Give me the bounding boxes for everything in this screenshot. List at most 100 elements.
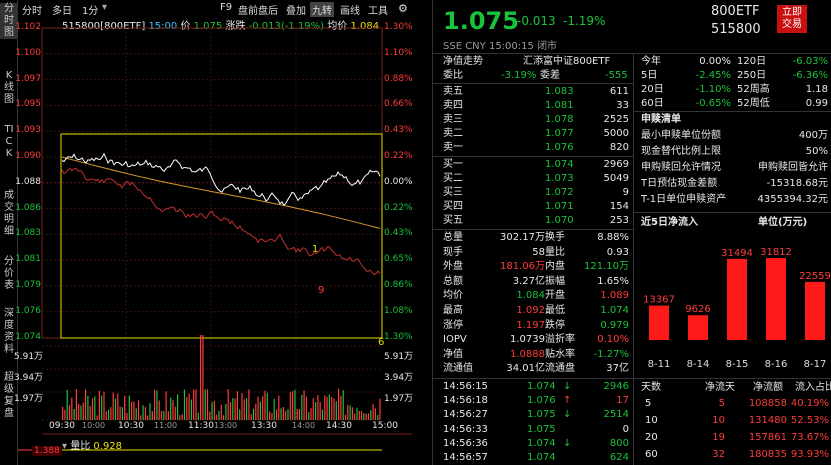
flow-ratio: 40.19% bbox=[790, 398, 829, 409]
bid-price[interactable]: 1.074 bbox=[545, 159, 574, 170]
tab-intraday[interactable]: 分时图 bbox=[0, 3, 18, 39]
stat-value: 1.0739 bbox=[510, 334, 545, 346]
nav-trend-label[interactable]: 净值走势 bbox=[443, 56, 483, 67]
volume-bar bbox=[262, 396, 264, 420]
bid-price[interactable]: 1.070 bbox=[545, 215, 574, 226]
volume-bar bbox=[85, 389, 87, 420]
price-tick-left: 1.097 bbox=[15, 73, 41, 84]
flow-ratio: 93.93% bbox=[790, 449, 829, 460]
quote-price: 1.075 bbox=[193, 21, 223, 32]
volume-bar bbox=[243, 399, 245, 420]
chevron-down-icon[interactable]: ▾ bbox=[62, 441, 68, 452]
flow-header: 净流天 bbox=[705, 382, 735, 393]
tab-replay[interactable]: 超级复盘 bbox=[0, 372, 18, 420]
volume-bar bbox=[303, 390, 305, 420]
price-tick-left: 1.083 bbox=[15, 228, 41, 239]
toolbar-prepost[interactable]: 盘前盘后 bbox=[238, 6, 278, 17]
toolbar-intraday[interactable]: 分时 bbox=[22, 6, 42, 17]
ask-price[interactable]: 1.081 bbox=[545, 100, 574, 111]
price-chart-svg[interactable] bbox=[18, 0, 430, 465]
volume-bar bbox=[213, 400, 215, 420]
volume-bar bbox=[103, 391, 105, 420]
chevron-down-icon[interactable]: ▾ bbox=[102, 2, 108, 13]
volume-bar bbox=[294, 389, 296, 420]
volume-bar bbox=[124, 395, 126, 420]
volume-bar bbox=[165, 391, 167, 420]
tick-volume: 800 bbox=[609, 437, 629, 449]
volume-bar bbox=[275, 409, 278, 420]
bid-price[interactable]: 1.073 bbox=[545, 173, 574, 184]
inflow-bar-value: 22559 bbox=[799, 271, 831, 282]
arrow-down-icon: ↓ bbox=[563, 437, 572, 449]
tab-kline[interactable]: K线图 bbox=[0, 70, 18, 106]
jiuzhuan-box bbox=[60, 133, 383, 339]
tab-trades[interactable]: 成交明细 bbox=[0, 190, 18, 238]
inflow-bar-value: 31812 bbox=[760, 247, 792, 258]
volume-bar bbox=[363, 413, 365, 420]
tick-volume: 17 bbox=[616, 395, 629, 407]
ask-price[interactable]: 1.077 bbox=[545, 128, 574, 139]
stat-value: 0.979 bbox=[600, 319, 629, 331]
tab-label: K线图 bbox=[4, 70, 14, 105]
price-tick-right: 0.66% bbox=[384, 99, 413, 110]
toolbar-jiuzhuan[interactable]: 九转 bbox=[310, 2, 334, 17]
toolbar-overlay[interactable]: 叠加 bbox=[286, 6, 306, 17]
ask-price[interactable]: 1.076 bbox=[545, 142, 574, 153]
tab-label: 成交明细 bbox=[4, 190, 14, 237]
sg-value: 申购赎回皆允许 bbox=[758, 162, 828, 173]
perf-label: 250日 bbox=[737, 70, 767, 81]
volume-bar bbox=[197, 412, 199, 420]
toolbar-multiday[interactable]: 多日 bbox=[52, 6, 72, 17]
tick-time: 14:56:15 bbox=[443, 381, 488, 392]
tick-price: 1.075 bbox=[527, 409, 556, 421]
volume-bar bbox=[144, 407, 146, 420]
stat-label: 开盘 bbox=[545, 290, 565, 302]
toolbar-interval[interactable]: 1分 bbox=[82, 6, 99, 17]
fund-name: 汇添富中证800ETF bbox=[523, 56, 611, 67]
volume-bar bbox=[310, 408, 312, 420]
tab-price-dist[interactable]: 分价表 bbox=[0, 256, 18, 292]
volume-bar bbox=[73, 408, 75, 420]
tick-time: 14:56:18 bbox=[443, 395, 488, 407]
indicator-header: ▾ 量比 0.928 bbox=[62, 437, 122, 452]
volume-bar bbox=[296, 409, 298, 420]
volume-bar bbox=[167, 411, 169, 420]
volume-bar bbox=[98, 390, 100, 420]
stat-value: -1.27% bbox=[593, 348, 629, 360]
volume-bar bbox=[135, 408, 137, 420]
stat-value: 1.197 bbox=[516, 319, 545, 331]
stat-value: 58 bbox=[532, 246, 545, 258]
bid-price[interactable]: 1.071 bbox=[545, 201, 574, 212]
intraday-chart-panel: 分时 多日 1分 ▾ F9 盘前盘后 叠加 九转 画线 工具 ⚙ 515800[… bbox=[14, 0, 430, 465]
tab-label: TICK bbox=[4, 124, 14, 159]
toolbar-draw[interactable]: 画线 bbox=[340, 6, 360, 17]
ask-price[interactable]: 1.083 bbox=[545, 86, 574, 97]
volume-bar bbox=[232, 398, 234, 420]
price-tick-right: 0.22% bbox=[384, 151, 413, 161]
volume-bar bbox=[96, 415, 98, 420]
ask-price[interactable]: 1.078 bbox=[545, 114, 574, 125]
ask-volume: 611 bbox=[609, 86, 629, 97]
vol-tick-left: 5.91万 bbox=[14, 352, 44, 362]
market-time: 15:00:15 bbox=[488, 41, 534, 52]
settings-gear-icon[interactable]: ⚙ bbox=[398, 2, 408, 15]
buy-now-button[interactable]: 立即交易 bbox=[777, 5, 807, 33]
volume-bar bbox=[374, 408, 376, 420]
tab-tick[interactable]: TICK bbox=[0, 124, 18, 160]
volume-bar bbox=[227, 389, 229, 420]
perf-value: -1.10% bbox=[695, 84, 731, 95]
bid-price[interactable]: 1.072 bbox=[545, 187, 574, 198]
volume-bar bbox=[305, 396, 307, 420]
stat-value: 37亿 bbox=[606, 363, 629, 375]
toolbar-f9[interactable]: F9 bbox=[220, 2, 233, 13]
bid-volume: 154 bbox=[609, 201, 629, 212]
buy-now-label: 立即交易 bbox=[782, 7, 802, 30]
stat-label: 均价 bbox=[443, 290, 463, 302]
volume-bar bbox=[335, 401, 337, 420]
time-tick-mid: 13:00 bbox=[214, 421, 238, 430]
quote-line: 515800[800ETF] 15:00 价 1.075 涨跌 -0.013(-… bbox=[62, 17, 379, 32]
toolbar-tools[interactable]: 工具 bbox=[368, 6, 388, 17]
vol-tick-right: 5.91万 bbox=[384, 352, 414, 362]
volume-bar bbox=[241, 393, 243, 420]
tab-depth[interactable]: 深度资料 bbox=[0, 308, 18, 356]
